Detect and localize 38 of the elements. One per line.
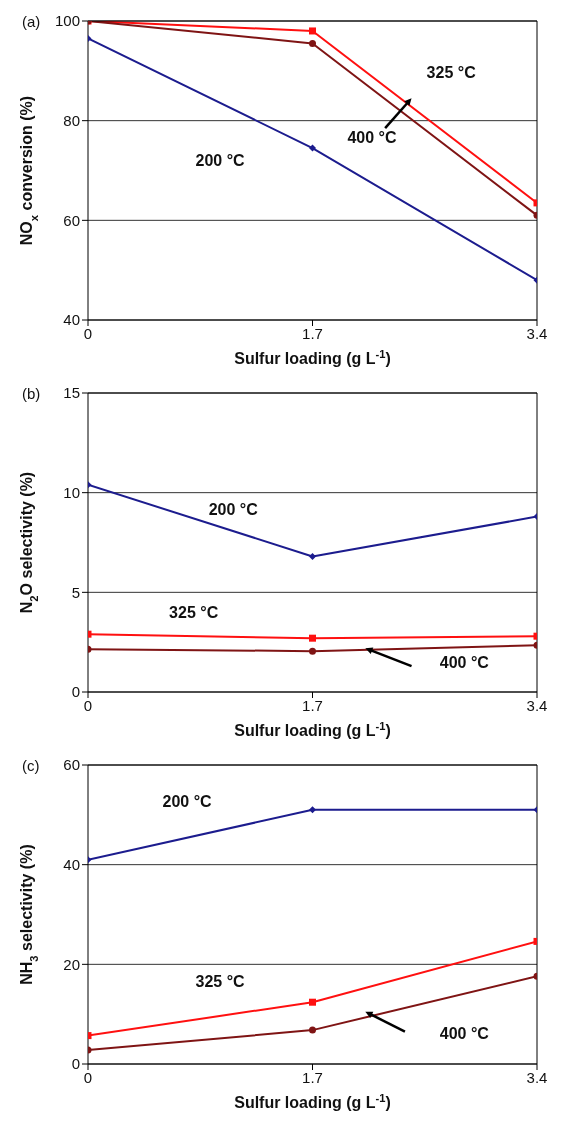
y-tick-label: 80 xyxy=(63,111,80,129)
y-tick-label: 60 xyxy=(63,211,80,229)
x-axis-title: Sulfur loading (g L$^{-1}$) xyxy=(234,1092,391,1111)
x-tick-label: 0 xyxy=(83,696,93,714)
series-label: 325 °C xyxy=(426,64,477,82)
series-label: 200 °C xyxy=(208,500,259,518)
text: 200 °C xyxy=(195,151,246,169)
series-label: 400 °C xyxy=(347,129,397,147)
x-tick-label: 0 xyxy=(83,324,93,342)
y-tick-label: 40 xyxy=(63,311,80,329)
x-tick-label: 1.7 xyxy=(302,696,323,714)
chart-title: (b) xyxy=(22,385,41,402)
y-tick-label: 100 xyxy=(54,12,80,30)
x-axis-title: Sulfur loading (g L$^{-1}$) xyxy=(234,348,391,367)
series-label: 325 °C xyxy=(169,604,219,622)
x-tick-label: 3.4 xyxy=(526,324,548,342)
x-axis-title: Sulfur loading (g L$^{-1}$) xyxy=(234,720,391,739)
y-tick-label: 60 xyxy=(63,756,80,774)
y-tick-label: 10 xyxy=(63,483,80,501)
point xyxy=(309,39,316,47)
x-tick-label: 3.4 xyxy=(526,696,548,714)
y-tick-label: 0 xyxy=(71,1055,80,1073)
point xyxy=(309,27,316,35)
chart-title: (a) xyxy=(22,13,41,30)
x-tick-label: 1.7 xyxy=(302,1068,323,1086)
series-label: 400 °C xyxy=(439,1025,490,1043)
series-label: 400 °C xyxy=(439,654,490,672)
series-label: 200 °C xyxy=(162,793,213,811)
y-tick-label: 5 xyxy=(71,583,80,601)
x-tick-label: 3.4 xyxy=(526,1068,548,1086)
y-tick-label: 40 xyxy=(63,855,80,873)
x-tick-label: 1.7 xyxy=(302,324,323,342)
y-tick-label: 20 xyxy=(63,955,80,973)
x-tick-label: 0 xyxy=(83,1068,93,1086)
y-tick-label: 15 xyxy=(63,384,80,402)
y-tick-label: 0 xyxy=(71,683,80,701)
chart-title: (c) xyxy=(22,757,40,774)
series-label: 325 °C xyxy=(195,972,246,990)
